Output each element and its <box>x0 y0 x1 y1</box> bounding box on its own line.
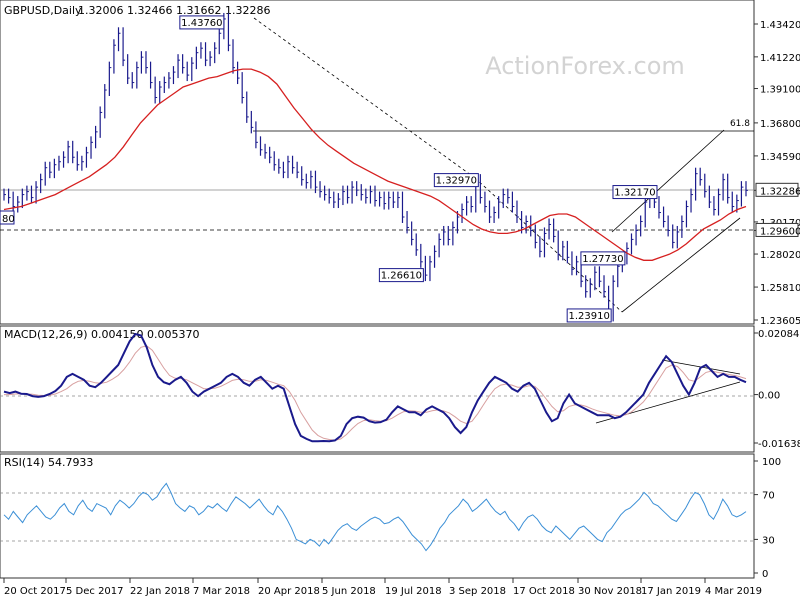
rsi-tick-label: 70 <box>762 491 775 502</box>
macd-axis: 0.020848 0.00 -0.016389 <box>754 329 800 450</box>
price-tick-label: 1.41220 <box>760 53 800 64</box>
rsi-tick-label: 30 <box>762 535 775 546</box>
price-tick-label: 1.43420 <box>760 20 800 31</box>
symbol-label: GBPUSD,Daily <box>4 4 82 17</box>
price-annotation-box: 1.27730 <box>580 251 626 266</box>
left-level-box <box>0 210 15 225</box>
price-annotation-box: 1.32170 <box>612 185 658 200</box>
moving-average-series <box>3 68 747 261</box>
price-tick-label: 1.25810 <box>760 283 800 294</box>
watermark: ActionForex.com <box>485 52 685 80</box>
price-tick-label: 1.39100 <box>760 85 800 96</box>
price-annotation-label: 1.32970 <box>436 176 477 187</box>
macd-title: MACD(12,26,9) 0.004150 0.005370 <box>4 328 200 341</box>
rsi-tick-label: 0 <box>762 569 768 580</box>
price-tick-label: 1.29600 <box>760 226 800 237</box>
price-tick-label: 1.32286 <box>760 186 800 197</box>
date-tick-label: 4 Mar 2019 <box>705 586 762 597</box>
macd-panel-frame <box>0 325 755 453</box>
price-tick-label: 1.36800 <box>760 119 800 130</box>
rsi-tick-label: 100 <box>762 457 781 468</box>
ohlc-label: 1.32006 1.32466 1.31662 1.32286 <box>78 4 270 17</box>
price-tick-label: 1.28020 <box>760 250 800 261</box>
date-tick-label: 30 Nov 2018 <box>578 586 642 597</box>
date-tick-label: 22 Jan 2018 <box>130 586 190 597</box>
price-annotation-box: 1.26610 <box>378 268 424 283</box>
rsi-line <box>3 482 747 552</box>
rsi-axis: 100 70 30 0 <box>754 457 781 580</box>
ma-line <box>3 68 747 261</box>
price-annotation-label: 1.43760 <box>181 18 222 29</box>
date-tick-label: 5 Dec 2017 <box>66 586 124 597</box>
price-tick-label: 1.34590 <box>760 152 800 163</box>
macd-tick-label: -0.016389 <box>758 439 800 450</box>
macd-series <box>3 332 747 443</box>
rsi-panel-frame <box>0 453 755 579</box>
price-axis: 1.43420 1.41220 1.39100 1.36800 1.34590 1.322… <box>0 20 800 327</box>
macd-line <box>3 332 747 443</box>
price-panel-frame <box>0 0 755 325</box>
date-tick-label: 7 Mar 2018 <box>193 586 250 597</box>
macd-tick-label: 0.00 <box>758 391 780 402</box>
date-tick-label: 17 Oct 2018 <box>513 586 575 597</box>
channel-lower-line <box>621 217 741 313</box>
fib-level-label: 61.8 <box>730 119 750 129</box>
price-annotation-label: 1.23910 <box>568 311 609 322</box>
date-tick-label: 3 Sep 2018 <box>449 586 506 597</box>
date-tick-label: 20 Apr 2018 <box>258 586 320 597</box>
price-annotation-label: 1.27730 <box>582 254 623 265</box>
price-annotation-label: 1.26610 <box>381 271 422 282</box>
price-annotation-label: 1.32170 <box>614 188 655 199</box>
rsi-series <box>3 482 747 552</box>
date-axis: 20 Oct 2017 5 Dec 2017 22 Jan 2018 7 Mar 20… <box>3 578 762 597</box>
price-annotation-box: 1.23910 <box>566 308 612 323</box>
rsi-title: RSI(14) 54.7933 <box>4 456 93 469</box>
price-tick-label: 1.23605 <box>760 316 800 327</box>
price-annotations: 1.43760 1.26610 1.32970 1.23910 1.27730 1.321… <box>179 15 658 323</box>
date-tick-label: 5 Jun 2018 <box>322 586 376 597</box>
left-level-label: 80 <box>2 214 15 225</box>
date-tick-label: 20 Oct 2017 <box>4 586 66 597</box>
price-marker-box <box>755 222 799 237</box>
price-marker-box <box>755 182 799 197</box>
macd-tick-label: 0.020848 <box>758 329 800 340</box>
price-annotation-box: 1.43760 <box>179 15 225 30</box>
date-tick-label: 19 Jul 2018 <box>385 586 442 597</box>
price-annotation-box: 1.32970 <box>433 173 479 188</box>
price-series <box>3 12 748 322</box>
date-tick-label: 17 Jan 2019 <box>641 586 701 597</box>
channel-upper-line <box>611 129 725 233</box>
